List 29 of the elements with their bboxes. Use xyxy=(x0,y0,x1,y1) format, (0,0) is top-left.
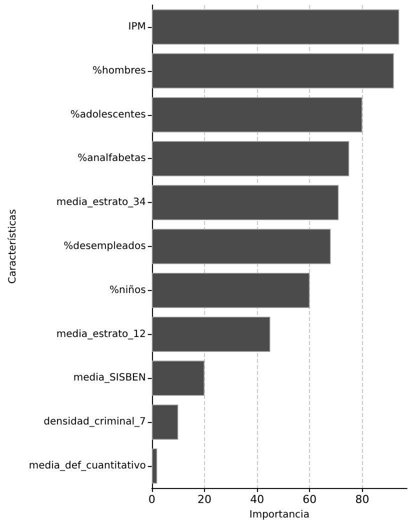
y-tick-label: %desempleados xyxy=(64,241,146,252)
y-axis-title: Características xyxy=(8,209,18,284)
y-tick-label: media_def_cuantitativo xyxy=(28,460,146,472)
bar xyxy=(152,97,362,132)
bar xyxy=(152,9,400,45)
y-tick-label: IPM xyxy=(128,21,146,32)
bar xyxy=(152,185,339,220)
bar xyxy=(152,448,158,484)
x-tick-label: 80 xyxy=(355,493,370,506)
bar xyxy=(152,316,270,352)
bar xyxy=(152,272,310,308)
y-tick-label: %hombres xyxy=(92,65,146,76)
y-tick-label: media_estrato_12 xyxy=(56,328,146,340)
x-tick-label: 20 xyxy=(197,493,212,506)
y-tick-label: %analfabetas xyxy=(78,153,146,164)
x-axis-title: Importancia xyxy=(249,509,310,520)
y-tick-label: %niños xyxy=(110,284,146,296)
x-tick-label: 60 xyxy=(302,493,317,506)
x-tick-label: 0 xyxy=(148,493,156,506)
bar xyxy=(152,53,394,88)
y-tick-label: densidad_criminal_7 xyxy=(44,416,146,428)
y-tick-label: %adolescentes xyxy=(70,109,146,120)
bar xyxy=(152,404,178,440)
y-tick-label: media_SISBEN xyxy=(73,372,146,384)
bar xyxy=(152,141,350,176)
bar xyxy=(152,360,204,396)
bar xyxy=(152,228,331,264)
y-tick-label: media_estrato_34 xyxy=(56,197,146,208)
x-tick-label: 40 xyxy=(250,493,264,506)
